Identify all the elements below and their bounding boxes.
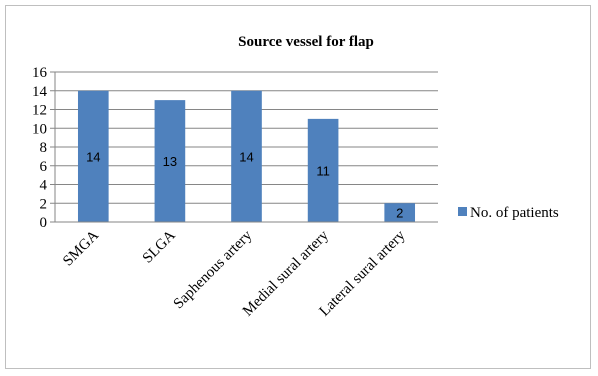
data-label: 11 — [316, 163, 330, 178]
bar — [154, 100, 186, 222]
y-tick-label: 2 — [40, 196, 48, 212]
x-tick-label: SMGA — [60, 227, 102, 269]
legend-swatch — [458, 207, 467, 216]
y-tick-label: 12 — [32, 103, 47, 119]
data-label: 2 — [396, 206, 403, 221]
y-tick-label: 6 — [40, 159, 48, 175]
bar — [384, 203, 416, 222]
bars: 14 13 14 11 2 — [55, 90, 438, 223]
y-tick-label: 10 — [32, 121, 47, 137]
bar — [77, 90, 109, 222]
y-tick-label: 8 — [40, 140, 48, 156]
x-tick-label: SLGA — [140, 227, 179, 266]
x-tick-label: Saphenous artery — [171, 227, 256, 312]
y-tick-label: 0 — [40, 215, 48, 231]
bar — [307, 118, 339, 222]
chart-title: Source vessel for flap — [238, 34, 374, 50]
y-tick-label: 16 — [32, 65, 48, 81]
data-label: 13 — [163, 154, 177, 169]
legend: No. of patients — [458, 205, 559, 221]
bar — [231, 90, 262, 222]
data-label: 14 — [86, 149, 100, 164]
legend-label: No. of patients — [470, 205, 559, 221]
data-label: 14 — [239, 149, 253, 164]
y-axis: 0 2 4 6 8 10 12 14 16 — [32, 65, 56, 231]
x-tick-label: Lateral sural artery — [317, 227, 409, 319]
y-tick-label: 14 — [32, 84, 48, 100]
y-tick-label: 4 — [40, 178, 48, 194]
